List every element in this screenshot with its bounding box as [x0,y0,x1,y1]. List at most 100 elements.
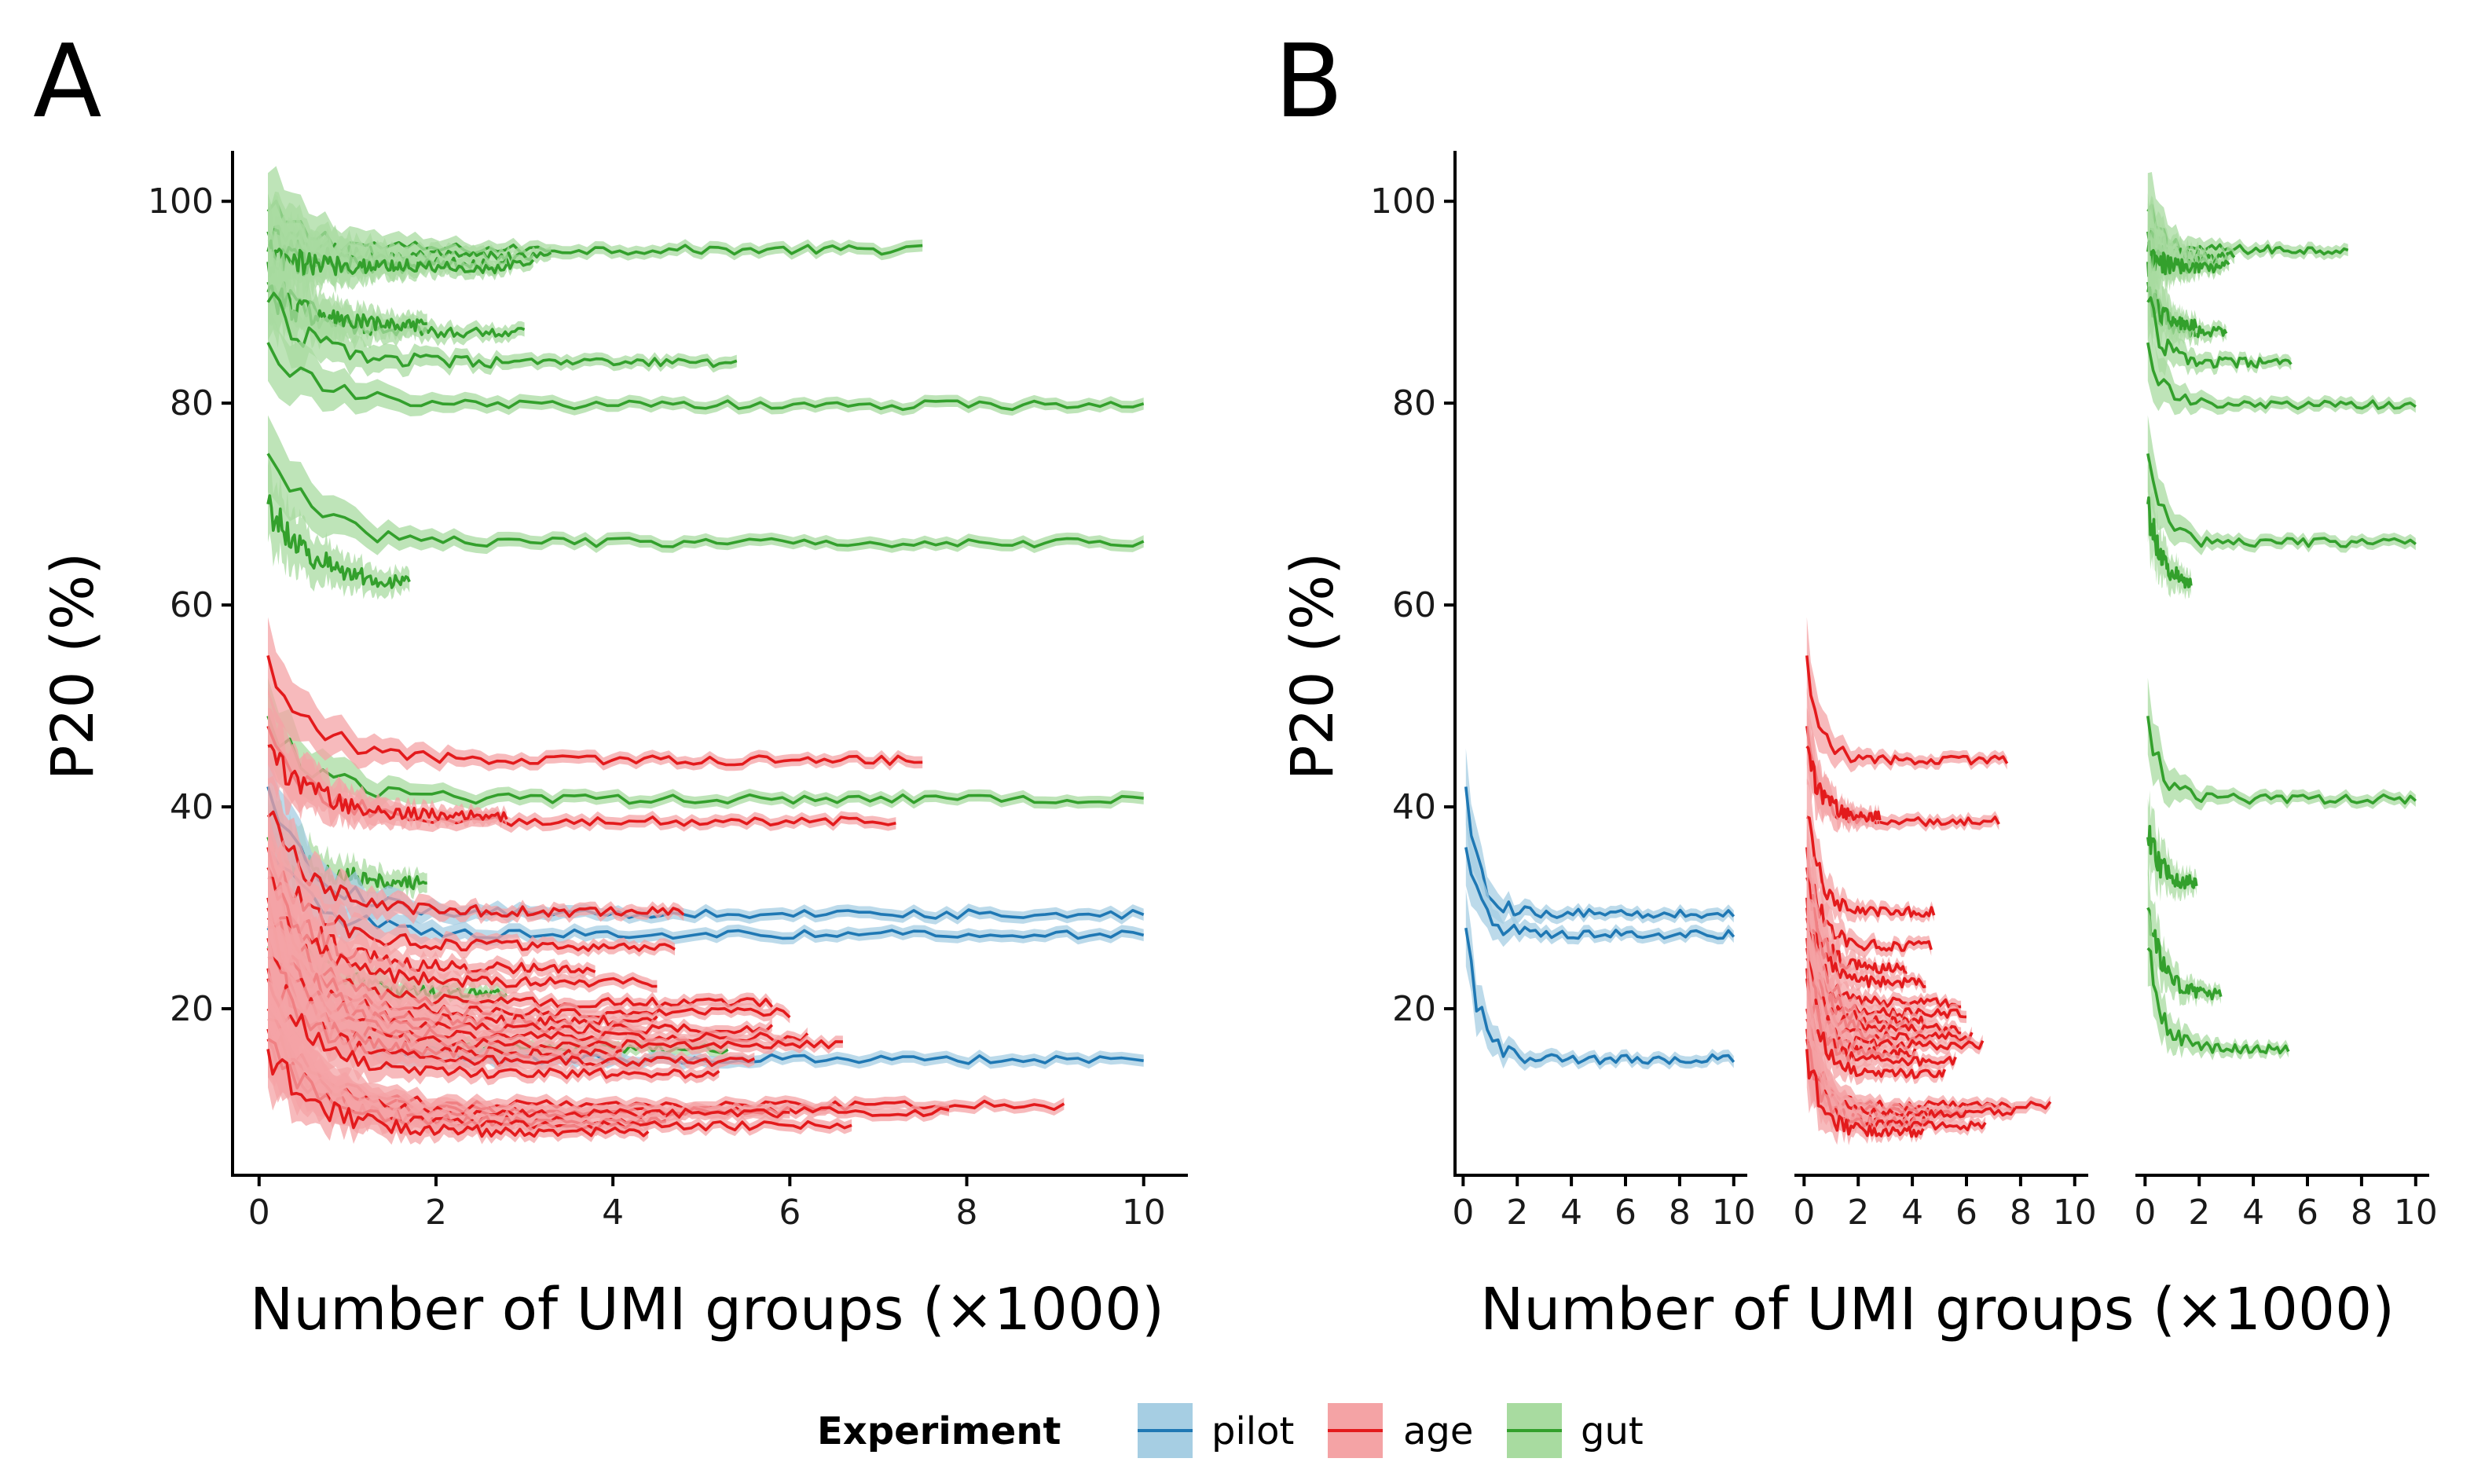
legend-label-age: age [1403,1409,1473,1453]
panel-a-line-gut-8 [266,342,1145,412]
panel-b-age-band-age-36 [1806,990,1966,1125]
panel-b-age-x-tick-label: 10 [2053,1193,2097,1233]
panel-a-band-gut-3 [268,203,507,304]
panel-b-age-line-age-33 [1805,978,1947,1079]
panel-b-age-band-age-18 [1806,617,2007,773]
legend-item-gut: gut [1507,1403,1644,1458]
panel-a-line-gut-4 [266,247,420,278]
panel-b-age-band-age-33 [1806,940,1945,1086]
panel-a-x-axis-title: Number of UMI groups (×1000) [250,1276,1164,1343]
panel-a-line-age-18 [266,654,923,767]
panel-a-band-gut-8 [268,304,1144,416]
panel-b-pilot-x-tick-label: 2 [1506,1193,1528,1233]
panel-b-age-band-age-26 [1806,869,1966,1024]
panel-b-pilot-y-tick-label: 100 [1370,181,1436,222]
panel-a-band-age-21 [268,775,684,925]
panel-b-letter: B [1274,24,1343,141]
panel-b-age-line-age-22 [1805,847,1933,952]
panel-a-y-tick-label: 40 [170,787,214,827]
panel-b-pilot-y-tick-label: 40 [1392,787,1436,827]
panel-b-gut-band-gut-11 [2147,677,2416,811]
panel-b-age-x-tick-label: 4 [1901,1193,1923,1233]
panel-a-y-tick-label: 100 [148,181,214,222]
panel-b-gut-line-gut-14 [2146,947,2290,1055]
panel-a-band-age-20 [268,708,507,831]
panel-b-age-line-age-38 [1805,1039,1987,1131]
panel-b-gut-band-gut-9 [2147,415,2416,555]
panel-a-band-age-22 [268,808,675,958]
panel-a-band-pilot-15 [268,748,1144,925]
panel-b-pilot-x-tick-label: 8 [1669,1193,1691,1233]
panel-b-gut-x-tick-label: 8 [2351,1193,2373,1233]
panel-a-y-tick-label: 60 [170,585,214,625]
panel-a-y-axis-title: P20 (%) [39,552,107,780]
panel-a-x-tick-label: 2 [425,1193,447,1233]
panel-b-age-x-tick-label: 6 [1955,1193,1977,1233]
panel-b-age-band-age-28 [1806,889,1962,1042]
panel-b-pilot-band-pilot-16 [1465,808,1734,947]
panel-a-band-age-18 [268,617,923,772]
panel-b-gut-line-gut-11 [2146,716,2417,805]
panel-b-age-band-age-22 [1806,808,1932,958]
panel-b-age-band-age-35 [1806,980,2015,1123]
panel-b-pilot-line-pilot-17 [1464,927,1735,1065]
panel-a-band-gut-7 [268,257,737,378]
legend-label-pilot: pilot [1211,1409,1294,1453]
legend-title: Experiment [817,1409,1061,1453]
panel-a-band-age-31 [268,920,622,1065]
panel-a-line-gut-7 [266,291,738,369]
panel-a-band-age-30 [268,910,843,1057]
panel-a-band-gut-10 [268,458,410,600]
panel-b-age-band-age-20 [1806,708,1880,831]
panel-b-facet-gut: 0 2 4 6 8 10 [2134,172,2438,1233]
panel-a-y-tick-label: 20 [170,989,214,1029]
panel-b-age-line-age-18 [1805,655,2009,766]
panel-b-age-x-tick-label: 8 [2010,1193,2032,1233]
panel-a-band-age-36 [268,990,790,1127]
panel-a-line-age-22 [266,847,676,952]
panel-b-pilot-y-tick-label: 20 [1392,989,1436,1029]
panel-a-line-age-21 [266,810,685,918]
panel-b-gut-line-gut-10 [2146,496,2193,589]
panel-b-y-axis-title: P20 (%) [1279,552,1347,780]
panel-b-age-line-age-21 [1806,815,1936,918]
panel-b-pilot-line-pilot-16 [1464,847,1735,940]
legend-item-pilot: pilot [1138,1403,1294,1458]
panel-b-pilot-line-pilot-15 [1464,786,1735,919]
panel-b-pilot-band-pilot-15 [1465,748,1734,925]
panel-b-age-band-age-23 [1806,829,1908,981]
panel-b-pilot-y-tick-label: 60 [1392,585,1436,625]
panel-b-age-band-age-32 [1806,929,1956,1073]
panel-b-gut-line-gut-12 [2146,825,2198,890]
panel-b-gut-band-gut-10 [2147,460,2191,600]
panel-b-age-band-age-29 [1806,900,1972,1048]
panel-b-pilot-band-pilot-17 [1465,889,1734,1072]
panel-a-line-age-25 [266,897,774,1009]
panel-a-line-age-33 [266,977,720,1079]
panel-b-pilot-x-tick-label: 4 [1560,1193,1582,1233]
panel-a-letter: A [33,24,102,141]
panel-b-gut-line-gut-8 [2146,342,2417,410]
panel-a-line-age-39 [266,1049,650,1138]
panel-b-gut-band-gut-7 [2147,263,2292,376]
legend-item-age: age [1328,1403,1473,1458]
panel-a-band-age-38 [268,1000,852,1137]
panel-b-pilot-x-tick-label: 0 [1452,1193,1474,1233]
panel-a-band-gut-9 [268,415,1144,555]
panel-a-band-age-39 [268,1010,649,1145]
panel-a-line-age-20 [267,744,508,823]
panel-a-x-tick-label: 10 [1122,1193,1166,1233]
panel-b-gut-line-gut-9 [2146,453,2417,548]
panel-b-age-x-tick-label: 0 [1793,1193,1815,1233]
panel-a-band-gut-11 [268,677,1144,812]
panel-a-band-age-27 [268,879,658,1033]
panel-a-band-age-24 [268,839,658,995]
panel-b-gut-band-gut-14 [2147,910,2289,1061]
panel-b-age-line-age-20 [1805,745,1882,823]
panel-a-band-age-34 [268,970,1065,1119]
panel-b-gut-x-tick-label: 0 [2134,1193,2156,1233]
panel-b-facet-age: 0 2 4 6 8 10 [1793,617,2097,1233]
panel-a-plot: 20 40 60 80 100 0 2 4 6 8 10 [148,151,1188,1233]
